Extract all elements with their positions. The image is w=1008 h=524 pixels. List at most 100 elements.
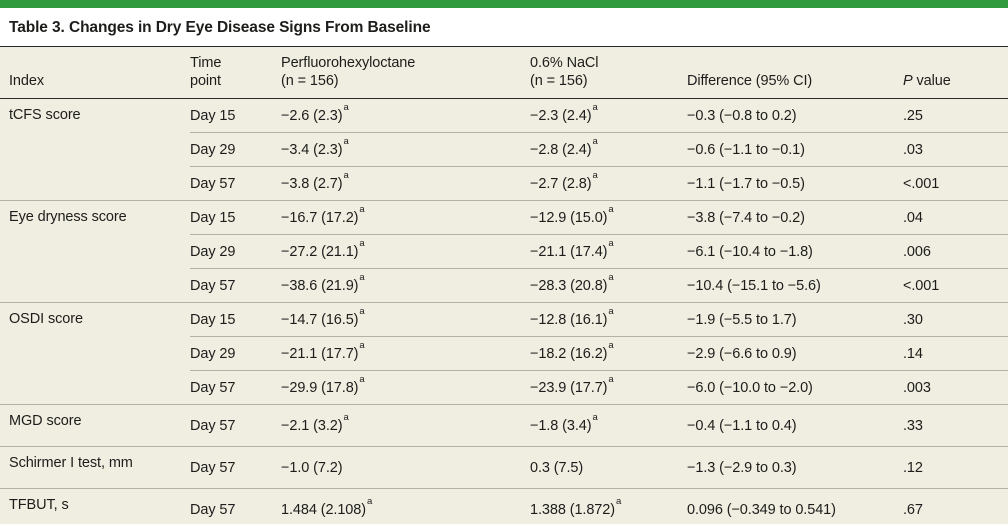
table-row: Day 57 −3.8 (2.7)a −2.7 (2.8)a −1.1 (−1.7 t… (0, 166, 1008, 201)
footnote-marker: a (359, 374, 365, 386)
nacl-cell: −28.3 (20.8)a (530, 268, 687, 303)
difference-cell: −0.6 (−1.1 to −0.1) (687, 132, 903, 167)
header-difference: Difference (95% CI) (687, 46, 903, 100)
nacl-cell: −12.8 (16.1)a (530, 302, 687, 337)
header-nacl-line2: (n = 156) (530, 72, 588, 89)
pfhx-cell: −16.7 (17.2)a (281, 200, 530, 235)
difference-cell-value: −0.3 (−0.8 to 0.2) (687, 107, 797, 124)
header-p-rest: value (912, 72, 951, 89)
table-body: tCFS score Day 15 −2.6 (2.3)a −2.3 (2.4)a −0… (0, 99, 1008, 524)
time-point-cell-value: Day 15 (190, 311, 236, 328)
nacl-cell-value: −23.9 (17.7) (530, 379, 608, 396)
footnote-marker: a (592, 170, 598, 182)
difference-cell: −2.9 (−6.6 to 0.9) (687, 336, 903, 371)
time-point-cell: Day 29 (190, 132, 281, 167)
time-point-cell-value: Day 29 (190, 141, 236, 158)
table-header: Index Time point Perfluorohexyloctane (n… (0, 46, 1008, 100)
nacl-cell: −18.2 (16.2)a (530, 336, 687, 371)
nacl-cell: −21.1 (17.4)a (530, 234, 687, 269)
pfhx-cell: −27.2 (21.1)a (281, 234, 530, 269)
header-p-italic: P (903, 72, 913, 89)
pfhx-cell: −3.4 (2.3)a (281, 132, 530, 167)
header-row: Index Time point Perfluorohexyloctane (n… (0, 46, 1008, 100)
difference-cell-value: −6.0 (−10.0 to −2.0) (687, 379, 813, 396)
nacl-cell: −1.8 (3.4)a (530, 404, 687, 447)
pfhx-cell-value: −27.2 (21.1) (281, 243, 359, 260)
table-row: OSDI score Day 15 −14.7 (16.5)a −12.8 (16.1… (0, 302, 1008, 405)
difference-cell-value: 0.096 (−0.349 to 0.541) (687, 501, 836, 518)
header-p-value: P value (903, 46, 1008, 100)
difference-cell: −1.9 (−5.5 to 1.7) (687, 302, 903, 337)
difference-cell: −1.1 (−1.7 to −0.5) (687, 166, 903, 201)
table-title: Table 3. Changes in Dry Eye Disease Sign… (9, 19, 431, 36)
p-value-cell-value: <.001 (903, 277, 940, 294)
time-point-cell-value: Day 57 (190, 175, 236, 192)
difference-cell-value: −6.1 (−10.4 to −1.8) (687, 243, 813, 260)
nacl-cell-value: −1.8 (3.4) (530, 417, 592, 434)
header-time-point: Time point (190, 46, 281, 100)
difference-cell-value: −1.9 (−5.5 to 1.7) (687, 311, 797, 328)
footnote-marker: a (615, 496, 622, 508)
time-point-cell: Day 29 (190, 336, 281, 371)
difference-cell-value: −10.4 (−15.1 to −5.6) (687, 277, 821, 294)
p-value-cell-value: .30 (903, 311, 923, 328)
pfhx-cell-value: −1.0 (7.2) (281, 459, 343, 476)
nacl-cell-value: −2.3 (2.4) (530, 107, 592, 124)
nacl-cell-value: 0.3 (7.5) (530, 459, 584, 476)
pfhx-cell-value: −2.1 (3.2) (281, 417, 343, 434)
pfhx-cell-value: −29.9 (17.8) (281, 379, 359, 396)
p-value-cell-value: .003 (903, 379, 931, 396)
nacl-cell-value: −21.1 (17.4) (530, 243, 608, 260)
pfhx-cell-value: −3.8 (2.7) (281, 175, 343, 192)
footnote-marker: a (343, 170, 349, 182)
pfhx-cell: −3.8 (2.7)a (281, 166, 530, 201)
difference-cell-value: −1.3 (−2.9 to 0.3) (687, 459, 797, 476)
p-value-cell: <.001 (903, 166, 1008, 201)
pfhx-cell-value: 1.484 (2.108) (281, 501, 366, 518)
footnote-marker: a (608, 238, 614, 250)
difference-cell-value: −1.1 (−1.7 to −0.5) (687, 175, 805, 192)
time-point-cell: Day 57 (190, 446, 281, 489)
footnote-marker: a (592, 412, 598, 424)
footnote-marker: a (343, 412, 349, 424)
difference-cell: −3.8 (−7.4 to −0.2) (687, 200, 903, 235)
header-time-point-line1: Time (190, 55, 222, 71)
index-cell: TFBUT, s (0, 488, 190, 524)
time-point-cell: Day 57 (190, 268, 281, 303)
footnote-marker: a (608, 306, 614, 318)
nacl-cell-value: −2.7 (2.8) (530, 175, 592, 192)
nacl-cell: −2.7 (2.8)a (530, 166, 687, 201)
pfhx-cell: −14.7 (16.5)a (281, 302, 530, 337)
p-value-cell-value: .04 (903, 209, 923, 226)
table-row: Schirmer I test, mm Day 57 −1.0 (7.2) 0.3 (… (0, 446, 1008, 489)
time-point-cell: Day 57 (190, 404, 281, 447)
p-value-cell: .003 (903, 370, 1008, 405)
nacl-cell-value: −28.3 (20.8) (530, 277, 608, 294)
data-table: Index Time point Perfluorohexyloctane (n… (0, 46, 1008, 524)
footnote-marker: a (608, 374, 614, 386)
header-time-point-line2: point (190, 72, 221, 89)
p-value-cell-value: .25 (903, 107, 923, 124)
header-index: Index (0, 46, 190, 100)
time-point-cell: Day 57 (190, 488, 281, 524)
time-point-cell-value: Day 57 (190, 501, 236, 518)
time-point-cell-value: Day 15 (190, 107, 236, 124)
p-value-cell: .14 (903, 336, 1008, 371)
pfhx-cell: −2.1 (3.2)a (281, 404, 530, 447)
p-value-cell-value: .12 (903, 459, 923, 476)
pfhx-cell-value: −14.7 (16.5) (281, 311, 359, 328)
table-row: Eye dryness score Day 15 −16.7 (17.2)a −12.… (0, 200, 1008, 303)
time-point-cell-value: Day 57 (190, 379, 236, 396)
table-row: MGD score Day 57 −2.1 (3.2)a −1.8 (3.4)a −0.… (0, 404, 1008, 447)
p-value-cell: .12 (903, 446, 1008, 489)
difference-cell-value: −0.4 (−1.1 to 0.4) (687, 417, 797, 434)
nacl-cell: −2.3 (2.4)a (530, 99, 687, 133)
time-point-cell-value: Day 57 (190, 417, 236, 434)
footnote-marker: a (608, 340, 614, 352)
index-cell: Schirmer I test, mm (0, 446, 190, 489)
difference-cell: −0.3 (−0.8 to 0.2) (687, 99, 903, 133)
time-point-cell: Day 29 (190, 234, 281, 269)
p-value-cell-value: .006 (903, 243, 931, 260)
nacl-cell: 1.388 (1.872)a (530, 488, 687, 524)
